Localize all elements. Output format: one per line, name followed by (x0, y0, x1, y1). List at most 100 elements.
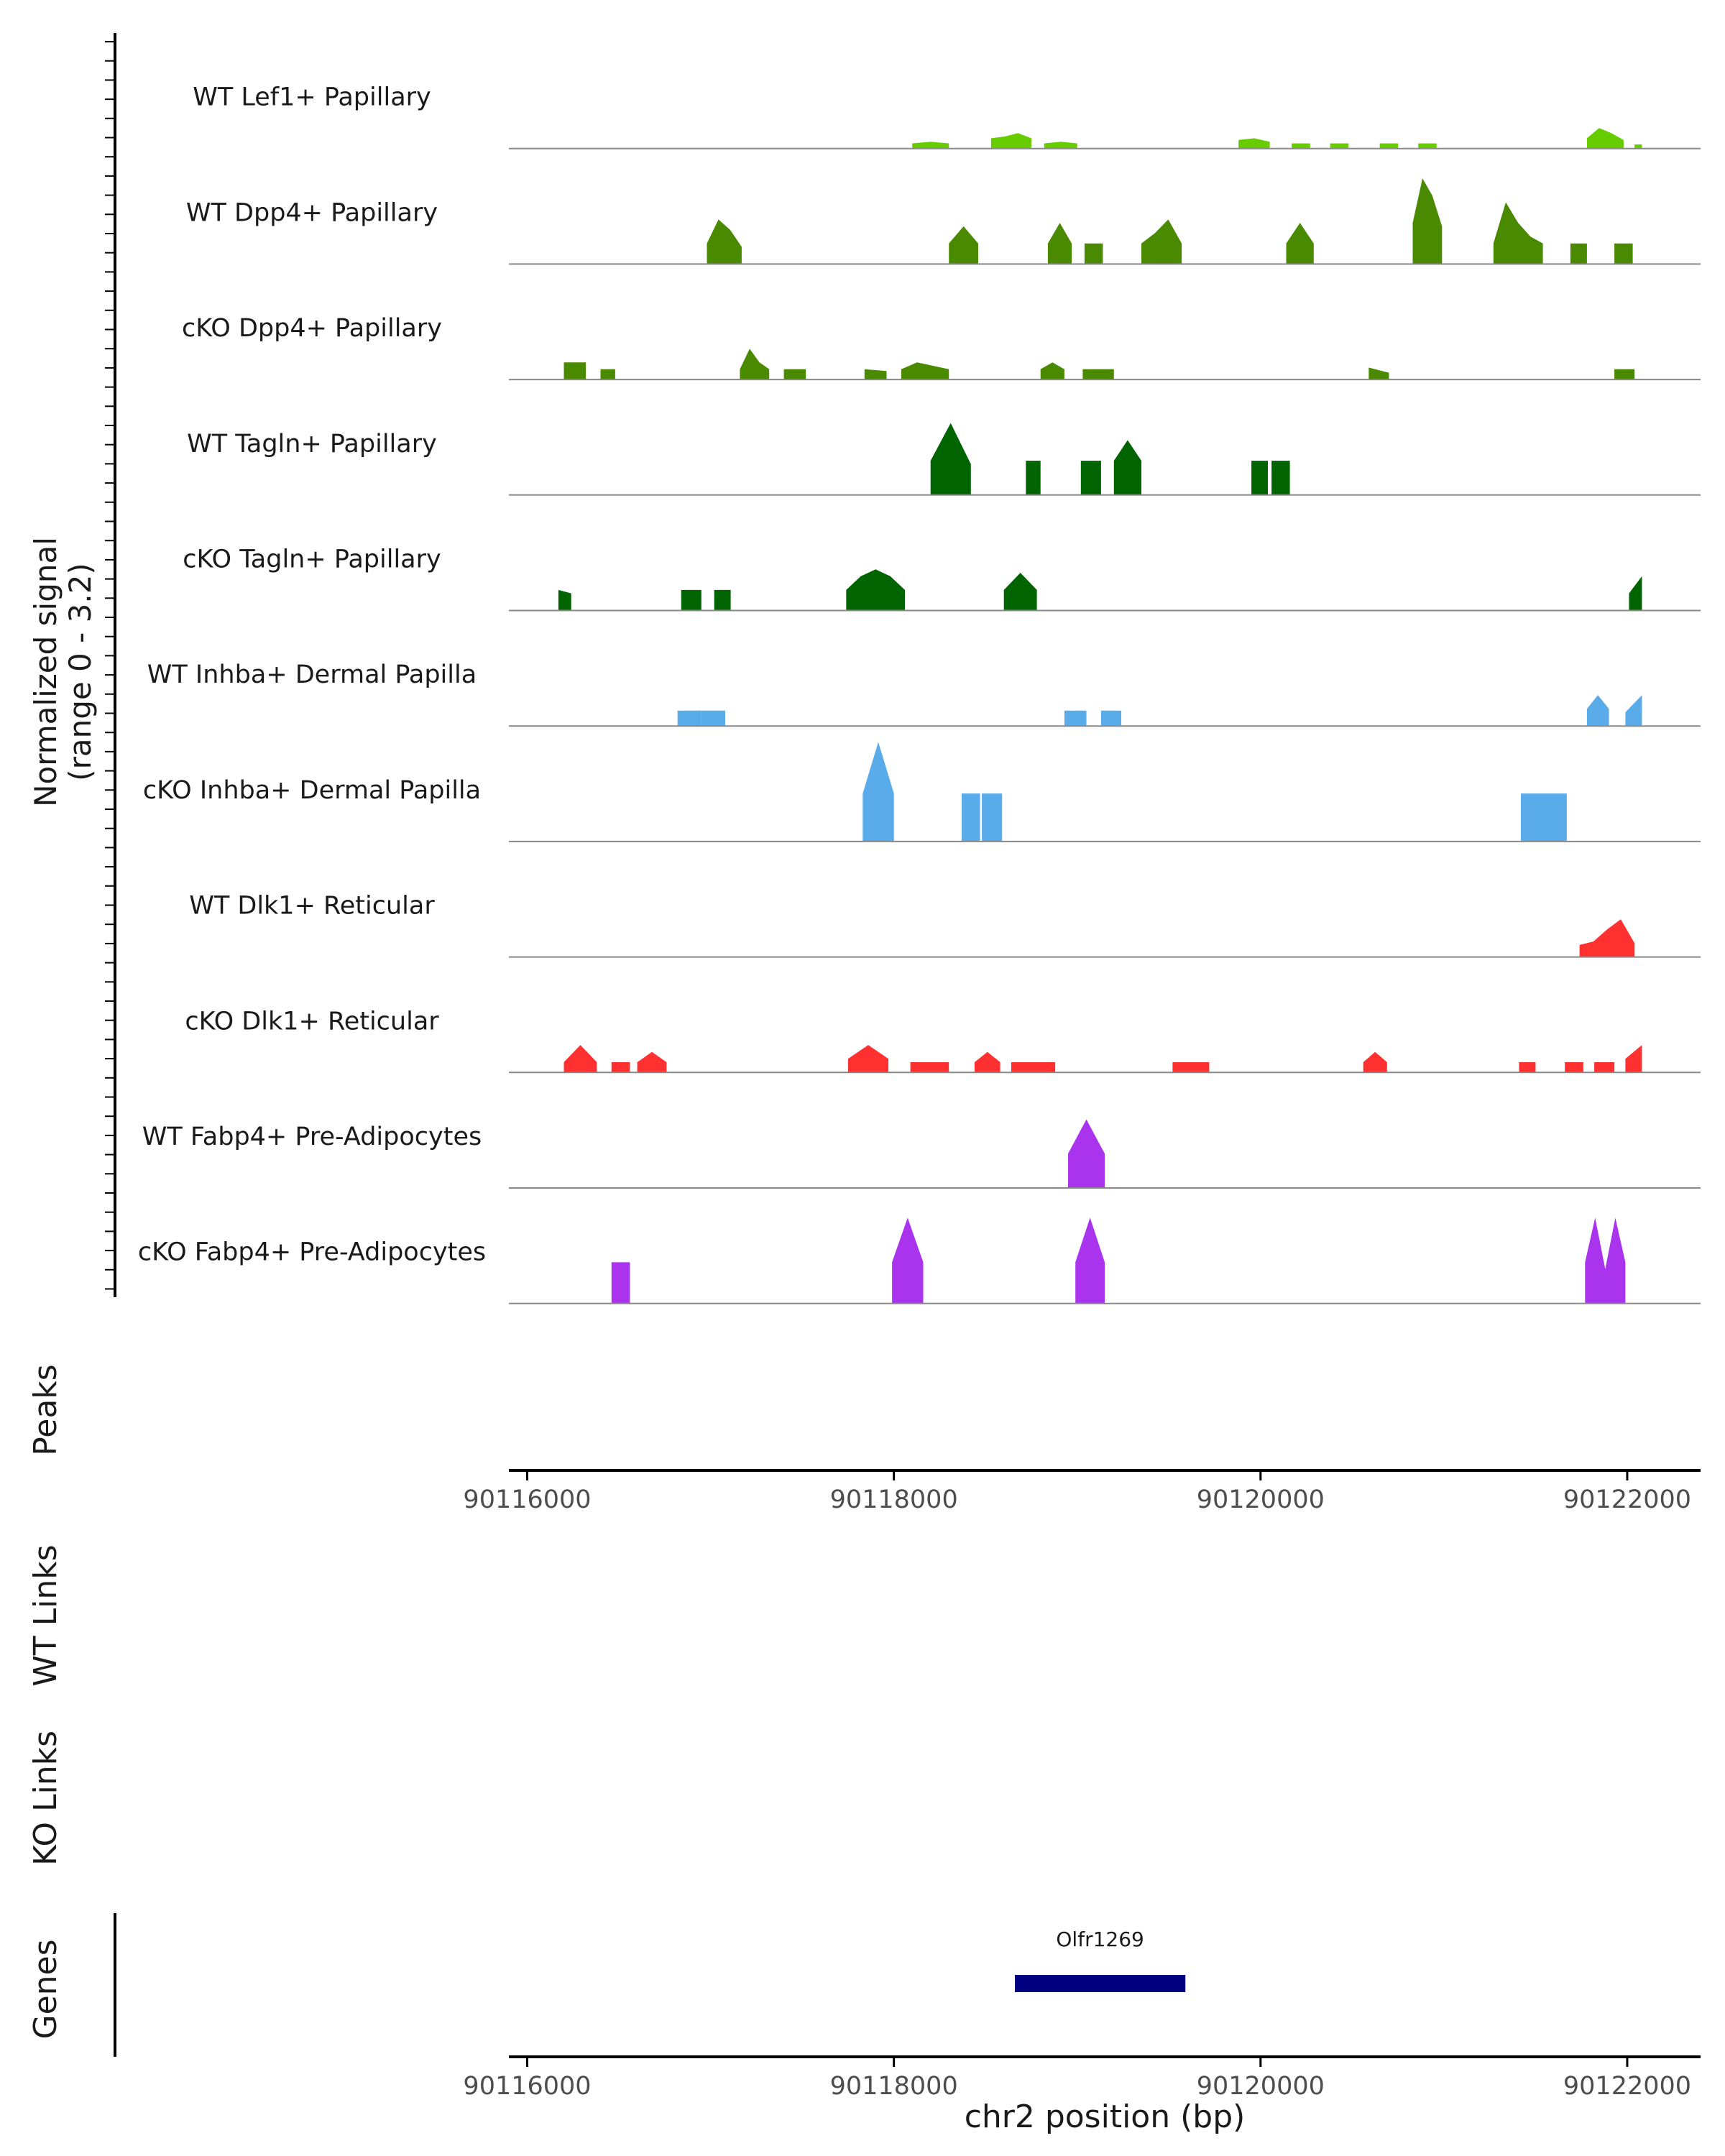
coverage-area (1625, 1045, 1642, 1073)
coverage-track (509, 1217, 1701, 1304)
track-label: WT Dpp4+ Papillary (186, 198, 438, 227)
coverage-area (1003, 573, 1037, 611)
coverage-area (901, 362, 949, 380)
coverage-track (509, 742, 1701, 842)
peaks-x-axis-ticks: 90116000 90118000 90120000 90122000 (463, 1470, 1691, 1514)
gene-annotations: Olfr1269 (1015, 1927, 1186, 1992)
coverage-track (509, 423, 1701, 496)
coverage-area (1585, 1217, 1626, 1304)
coverage-area (962, 793, 980, 842)
coverage-area (982, 793, 1003, 842)
track-label: WT Dlk1+ Reticular (189, 892, 435, 921)
x-tick-label: 90116000 (463, 1485, 591, 1514)
coverage-area (1586, 128, 1624, 149)
x-axis-title: chr2 position (bp) (965, 2099, 1246, 2135)
coverage-area (681, 589, 702, 611)
peaks-panel-label: Peaks (27, 1364, 64, 1455)
coverage-area (930, 423, 971, 495)
y-label-line2: (range 0 - 3.2) (63, 563, 98, 781)
coverage-area (974, 1051, 1000, 1073)
coverage-area (611, 1062, 630, 1073)
coverage-area (1113, 440, 1141, 495)
coverage-area (783, 369, 806, 380)
coverage-area (1565, 1062, 1583, 1073)
coverage-area (1141, 219, 1182, 264)
coverage-area (846, 569, 905, 611)
x-tick-label: 90120000 (1197, 1485, 1325, 1514)
coverage-area (1418, 143, 1437, 149)
x-tick-label: 90116000 (463, 2072, 591, 2101)
coverage-track (509, 128, 1701, 149)
coverage-area (714, 589, 731, 611)
coverage-area (864, 369, 887, 380)
coverage-area (1412, 178, 1443, 264)
coverage-area (1292, 143, 1310, 149)
coverage-area (1251, 461, 1268, 495)
coverage-area (1579, 919, 1635, 957)
coverage-area (1594, 1062, 1615, 1073)
coverage-track (509, 569, 1701, 612)
coverage-area (611, 1262, 630, 1304)
coverage-area (1629, 576, 1642, 611)
coverage-area (1080, 461, 1101, 495)
coverage-area (910, 1062, 949, 1073)
coverage-area (1286, 223, 1314, 264)
coverage-track (509, 695, 1701, 727)
coverage-area (1064, 710, 1087, 727)
wt-links-panel-label: WT Links (27, 1544, 64, 1686)
track-label: WT Fabp4+ Pre-Adipocytes (142, 1123, 482, 1151)
x-tick-label: 90120000 (1197, 2072, 1325, 2101)
track-label: cKO Fabp4+ Pre-Adipocytes (138, 1238, 486, 1267)
coverage-area (1614, 243, 1633, 264)
coverage-area (1363, 1051, 1387, 1073)
coverage-area (1044, 142, 1077, 149)
coverage-area (1075, 1217, 1105, 1304)
coverage-area (564, 362, 586, 380)
track-label: WT Inhba+ Dermal Papilla (147, 660, 477, 689)
coverage-track (509, 349, 1701, 381)
coverage-track (509, 178, 1701, 265)
coverage-y-axis-label: Normalized signal (range 0 - 3.2) (28, 537, 98, 807)
coverage-area (1493, 202, 1543, 264)
track-label: WT Tagln+ Papillary (187, 430, 437, 459)
coverage-area (892, 1217, 924, 1304)
coverage-area (1379, 143, 1399, 149)
ko-links-panel-label: KO Links (27, 1731, 64, 1866)
coverage-area (1519, 1062, 1536, 1073)
coverage-area (1011, 1062, 1056, 1073)
track-label: cKO Dpp4+ Papillary (182, 314, 442, 343)
y-label-line1: Normalized signal (28, 537, 63, 807)
coverage-area (1625, 695, 1642, 727)
track-label: cKO Inhba+ Dermal Papilla (143, 776, 481, 805)
gene-label: Olfr1269 (1056, 1927, 1144, 1951)
coverage-area (1614, 369, 1635, 380)
coverage-area (1172, 1062, 1210, 1073)
coverage-area (862, 742, 894, 842)
track-label: WT Lef1+ Papillary (193, 83, 431, 112)
x-tick-label: 90118000 (830, 2072, 958, 2101)
track-label: cKO Tagln+ Papillary (183, 545, 441, 574)
coverage-tracks (509, 128, 1701, 1304)
coverage-area (707, 219, 742, 264)
coverage-track (509, 1119, 1701, 1189)
coverage-area (1068, 1119, 1105, 1188)
coverage-area (1082, 369, 1114, 380)
coverage-area (740, 349, 770, 380)
genes-panel-label: Genes (27, 1939, 64, 2039)
track-labels: WT Lef1+ Papillary WT Dpp4+ Papillary cKO … (138, 83, 486, 1267)
coverage-y-ticks (105, 41, 115, 1290)
coverage-area (847, 1045, 888, 1073)
x-tick-label: 90122000 (1563, 1485, 1691, 1514)
gene-body (1015, 1975, 1186, 1992)
x-tick-label: 90118000 (830, 1485, 958, 1514)
coverage-area (949, 226, 978, 264)
coverage-area (1084, 243, 1103, 264)
coverage-area (1570, 243, 1587, 264)
coverage-area (1100, 710, 1121, 727)
coverage-area (1026, 461, 1041, 495)
coverage-area (558, 589, 571, 611)
coverage-area (1368, 367, 1389, 380)
coverage-area (701, 710, 725, 727)
coverage-area (1040, 362, 1064, 380)
